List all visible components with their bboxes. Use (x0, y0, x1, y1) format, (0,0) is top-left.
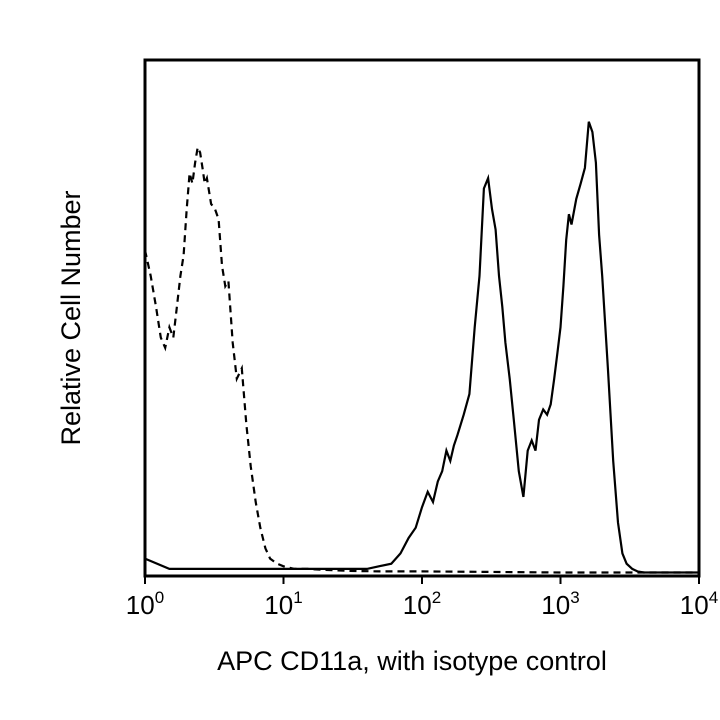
cd11a-histogram (144, 121, 699, 574)
x-tick-label: 100 (126, 588, 164, 620)
x-tick-label: 102 (403, 588, 441, 620)
x-axis-ticks: 100 101 102 103 104 (126, 576, 718, 620)
x-tick-label: 103 (541, 588, 579, 620)
x-tick-label: 104 (680, 588, 718, 620)
series-layer (143, 121, 699, 574)
x-tick-label: 101 (264, 588, 302, 620)
y-axis-label: Relative Cell Number (56, 190, 86, 445)
x-axis-label: APC CD11a, with isotype control (217, 646, 607, 676)
